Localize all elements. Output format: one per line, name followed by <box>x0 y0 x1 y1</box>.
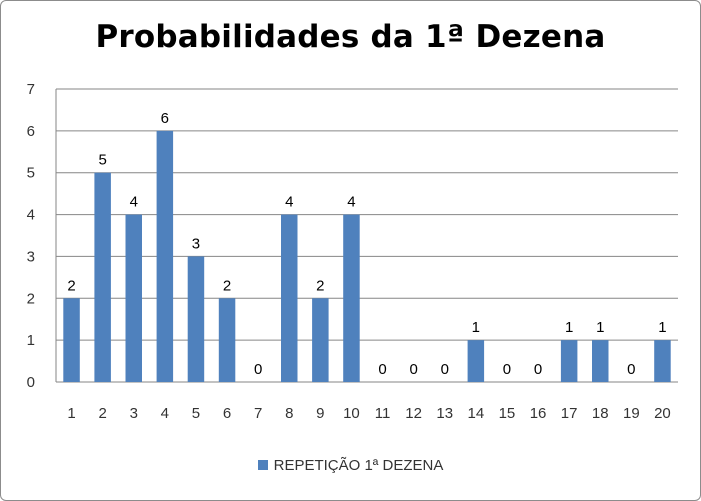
bar <box>281 214 298 382</box>
data-label: 1 <box>565 319 573 336</box>
data-label: 0 <box>254 361 262 378</box>
data-label: 2 <box>67 277 75 294</box>
bar <box>187 256 205 382</box>
x-tick-label: 7 <box>254 405 262 422</box>
data-label: 2 <box>316 277 324 294</box>
x-tick-label: 13 <box>436 405 453 422</box>
x-tick-label: 12 <box>405 405 422 422</box>
chart-title: Probabilidades da 1ª Dezena <box>95 19 606 55</box>
data-label: 0 <box>627 361 635 378</box>
x-tick-label: 19 <box>623 405 640 422</box>
data-label: 4 <box>347 194 355 211</box>
bar <box>654 340 671 382</box>
x-tick-label: 2 <box>98 405 106 422</box>
data-label: 4 <box>285 194 293 211</box>
x-tick-label: 16 <box>530 405 547 422</box>
data-label: 1 <box>472 319 480 336</box>
x-tick-label: 5 <box>192 405 200 422</box>
x-tick-label: 18 <box>592 405 609 422</box>
data-label: 5 <box>98 152 106 169</box>
data-label: 3 <box>192 235 200 252</box>
x-tick-label: 3 <box>130 405 138 422</box>
bar <box>218 298 236 382</box>
y-tick-label: 3 <box>27 248 35 265</box>
x-tick-label: 14 <box>468 405 485 422</box>
x-tick-label: 1 <box>67 405 75 422</box>
bar <box>94 172 111 382</box>
bar <box>125 214 142 382</box>
data-label: 1 <box>596 319 604 336</box>
x-tick-label: 20 <box>654 405 671 422</box>
y-tick-label: 1 <box>27 332 35 349</box>
x-tick-label: 17 <box>561 405 578 422</box>
data-label: 6 <box>161 110 169 127</box>
x-tick-label: 10 <box>343 405 360 422</box>
bar <box>560 340 578 382</box>
data-label: 0 <box>409 361 417 378</box>
y-tick-label: 6 <box>27 123 35 140</box>
y-tick-label: 2 <box>27 290 35 307</box>
x-tick-label: 4 <box>161 405 169 422</box>
data-label: 0 <box>378 361 386 378</box>
legend-label: REPETIÇÃO 1ª DEZENA <box>273 457 444 474</box>
bar <box>467 340 485 382</box>
bar <box>312 298 329 382</box>
y-tick-label: 7 <box>27 81 35 98</box>
bar <box>63 298 80 382</box>
data-label: 1 <box>658 319 666 336</box>
data-label: 0 <box>534 361 542 378</box>
chart-legend: REPETIÇÃO 1ª DEZENA <box>1 457 700 474</box>
x-tick-label: 15 <box>499 405 516 422</box>
x-tick-label: 6 <box>223 405 231 422</box>
data-label: 0 <box>441 361 449 378</box>
bar <box>592 340 609 382</box>
legend-swatch <box>257 460 268 470</box>
bar <box>343 214 360 382</box>
y-tick-label: 0 <box>27 374 35 391</box>
x-tick-label: 9 <box>316 405 324 422</box>
y-tick-label: 5 <box>27 165 35 182</box>
x-tick-label: 8 <box>285 405 293 422</box>
y-tick-label: 4 <box>27 207 35 224</box>
data-label: 2 <box>223 277 231 294</box>
data-label: 4 <box>130 194 138 211</box>
bar <box>156 130 174 382</box>
data-label: 0 <box>503 361 511 378</box>
x-tick-label: 11 <box>375 405 391 422</box>
